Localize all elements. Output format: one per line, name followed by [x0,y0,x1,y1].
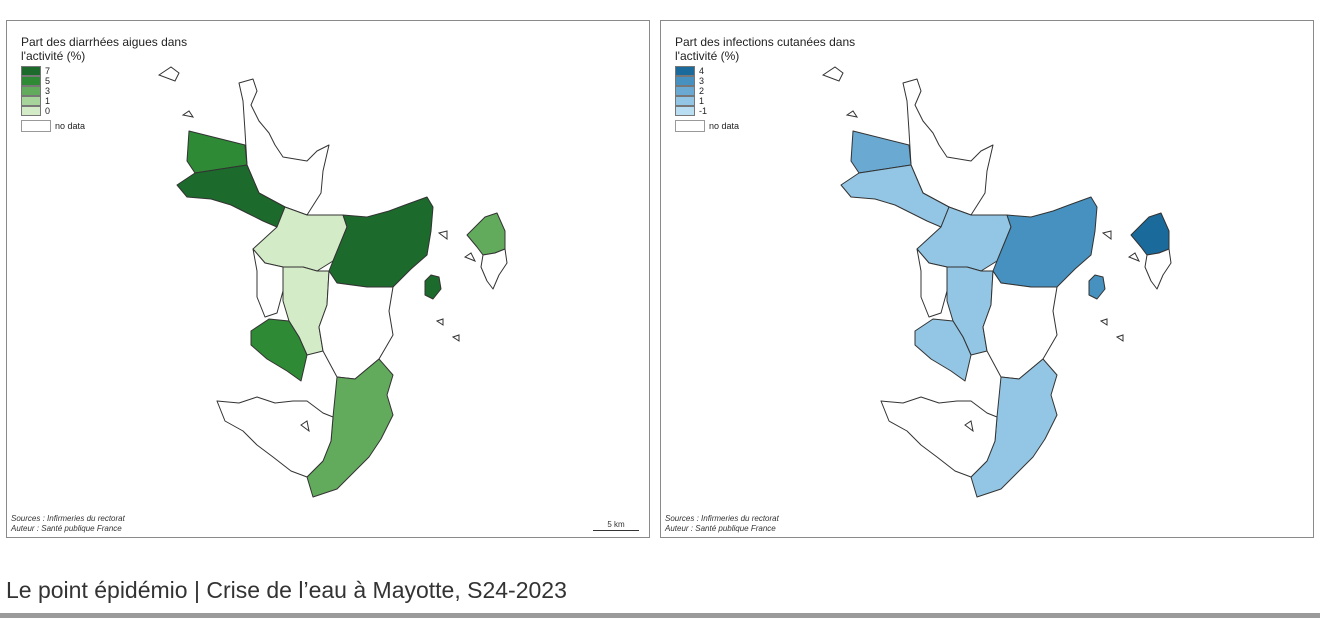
legend-swatch [675,106,695,116]
legend-row: 1 [675,96,865,106]
map-islet [821,66,844,82]
map-region-sw-nodata [216,396,334,478]
legend-items: 4 3 2 1 -1 [675,66,865,116]
legend-row: 4 [675,66,865,76]
legend-swatch [675,96,695,106]
map-islet [181,110,195,118]
legend-row: 3 [675,76,865,86]
legend-label: 3 [45,86,51,96]
map-region-islet [1088,274,1106,300]
legend-nodata-swatch [21,120,51,132]
legend-row: 5 [21,76,211,86]
map-panel-diarrhea: Part des diarrhées aigues dans l'activit… [6,20,650,538]
legend-swatch [675,86,695,96]
map-region-islet [424,274,442,300]
map-region-pt-south [1144,248,1172,290]
sources-note: Sources : Infirmeries du rectorat Auteur… [11,514,125,534]
map-islet [435,318,444,326]
author-line: Auteur : Santé publique France [11,524,122,533]
map-canvas [821,66,1172,498]
legend-label: 4 [699,66,705,76]
map-region-pt-south [480,248,508,290]
map-islet [1101,230,1112,240]
legend: Part des infections cutanées dans l'acti… [675,35,865,132]
map-region-nw-coast [176,164,286,228]
map-region-petite-terre [1130,212,1170,256]
sources-line: Sources : Infirmeries du rectorat [11,514,125,523]
legend-row: 3 [21,86,211,96]
scale-line [593,530,639,531]
legend-label: 1 [45,96,51,106]
map-islet [437,230,448,240]
legend-row: 2 [675,86,865,96]
legend-nodata: no data [21,120,211,132]
legend-label: -1 [699,106,708,116]
map-region-petite-terre [466,212,506,256]
legend-swatch [21,76,41,86]
legend-row: 0 [21,106,211,116]
map-region-southwest [914,318,972,382]
footer-title: Le point épidémio | Crise de l’eau à May… [6,577,567,603]
map-region-southwest [250,318,308,382]
map-islet [1127,252,1141,262]
map-islet [157,66,180,82]
legend-swatch [675,66,695,76]
author-line: Auteur : Santé publique France [665,524,776,533]
legend-label: 5 [45,76,51,86]
legend-row: -1 [675,106,865,116]
scale-bar: 5 km [593,520,639,531]
legend-label: 7 [45,66,51,76]
map-canvas [157,66,508,498]
sources-line: Sources : Infirmeries du rectorat [665,514,779,523]
map-region-west-nodata [916,248,948,318]
legend-label: 2 [699,86,705,96]
legend-swatch [21,66,41,76]
map-region-nw-coast [840,164,950,228]
map-islet [964,420,974,433]
map-region-sw-nodata [880,396,998,478]
legend-row: 1 [21,96,211,106]
sources-note: Sources : Infirmeries du rectorat Auteur… [665,514,779,534]
map-islet [300,420,310,433]
legend-row: 7 [21,66,211,76]
legend: Part des diarrhées aigues dans l'activit… [21,35,211,132]
map-panel-skin-infections: Part des infections cutanées dans l'acti… [660,20,1314,538]
map-islet [451,334,460,342]
legend-nodata-label: no data [55,121,86,131]
legend-swatch [21,106,41,116]
legend-nodata-label: no data [709,121,740,131]
legend-swatch [675,76,695,86]
map-region-east [992,196,1098,288]
scale-label: 5 km [607,520,625,529]
legend-nodata: no data [675,120,865,132]
legend-nodata-swatch [675,120,705,132]
map-islet [1099,318,1108,326]
legend-label: 0 [45,106,51,116]
map-islet [463,252,477,262]
map-islet [845,110,859,118]
legend-swatch [21,96,41,106]
map-region-west-nodata [252,248,284,318]
legend-swatch [21,86,41,96]
legend-title: Part des diarrhées aigues dans l'activit… [21,35,188,63]
footer-divider [0,613,1320,618]
legend-label: 3 [699,76,705,86]
map-region-east [328,196,434,288]
legend-label: 1 [699,96,705,106]
legend-title: Part des infections cutanées dans l'acti… [675,35,856,63]
map-islet [1115,334,1124,342]
